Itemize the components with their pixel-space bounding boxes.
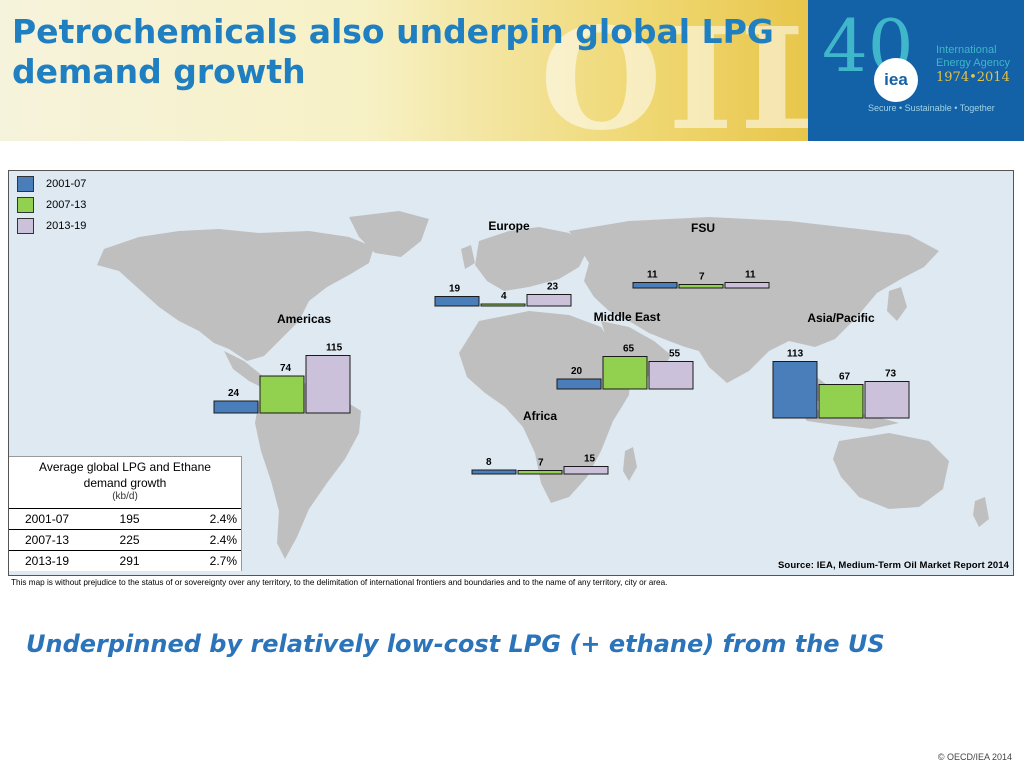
region-label-asia-pacific: Asia/Pacific (807, 311, 875, 325)
summary-title-line1: Average global LPG and Ethane (39, 460, 211, 474)
bar-asia-pacific-2013-19 (864, 381, 910, 419)
legend: 2001-07 2007-13 2013-19 (17, 173, 86, 236)
region-label-americas: Americas (277, 312, 331, 326)
bar-middle-east-2007-13 (602, 356, 648, 390)
bar-value-label: 115 (326, 343, 343, 354)
legend-swatch-2013-19 (17, 217, 34, 234)
iea-logo: 40 iea International Energy Agency 1974•… (808, 0, 1024, 141)
table-cell-growth: 2.4% (143, 529, 241, 551)
region-label-africa: Africa (523, 409, 557, 423)
table-cell-growth: 2.7% (143, 550, 241, 572)
bar-fsu-2007-13 (678, 284, 724, 289)
bar-group-africa: 8 7 15 Africa (471, 409, 609, 475)
bar-fsu-2001-07 (632, 282, 678, 289)
legend-swatch-2007-13 (17, 196, 34, 213)
map-disclaimer: This map is without prejudice to the sta… (11, 578, 668, 587)
slide-title: Petrochemicals also underpin global LPG … (12, 12, 774, 92)
bar-fsu-2013-19 (724, 282, 770, 289)
summary-unit: (kb/d) (112, 491, 138, 503)
bar-africa-2001-07 (471, 469, 517, 475)
legend-item-2001-07: 2001-07 (17, 173, 86, 194)
bar-value-label: 65 (623, 344, 635, 355)
logo-tagline: Secure • Sustainable • Together (868, 103, 995, 113)
summary-title-line2: demand growth (83, 476, 167, 491)
summary-table-panel: Average global LPG and Ethane demand gro… (9, 456, 242, 572)
logo-iea-badge: iea (874, 58, 918, 102)
bar-americas-2007-13 (259, 375, 305, 414)
source-note: Source: IEA, Medium-Term Oil Market Repo… (778, 560, 1009, 571)
table-cell-value: 195 (87, 508, 144, 530)
bar-group-americas: 24 74 115 Americas (213, 312, 351, 414)
legend-item-2013-19: 2013-19 (17, 215, 86, 236)
table-row: 2001-07 195 2.4% (9, 508, 241, 530)
logo-agency-line2: Energy Agency (936, 57, 1010, 70)
region-label-fsu: FSU (691, 221, 715, 235)
logo-years: 1974•2014 (936, 70, 1010, 85)
bar-asia-pacific-2001-07 (772, 361, 818, 419)
logo-agency-line1: International (936, 44, 997, 56)
bar-value-label: 67 (839, 372, 851, 383)
bar-europe-2007-13 (480, 303, 526, 307)
bar-value-label: 23 (547, 282, 559, 293)
summary-title: Average global LPG and Ethane demand gro… (9, 457, 241, 491)
bar-value-label: 20 (571, 366, 583, 377)
bar-americas-2001-07 (213, 400, 259, 414)
bar-europe-2001-07 (434, 296, 480, 307)
table-cell-value: 225 (87, 529, 144, 551)
bar-asia-pacific-2007-13 (818, 384, 864, 419)
table-cell-period: 2007-13 (9, 529, 88, 551)
map-canvas: 24 74 115 Americas 19 4 23 Europe 11 7 11 FSU 20 65 55… (97, 211, 989, 559)
region-label-europe: Europe (488, 219, 530, 233)
regional-bar-groups: 24 74 115 Americas 19 4 23 Europe 11 7 11 FSU 20 65 55… (213, 219, 910, 475)
bar-africa-2007-13 (517, 470, 563, 475)
table-cell-period: 2013-19 (9, 550, 88, 572)
bar-group-middle-east: 20 65 55 Middle East (556, 310, 694, 390)
table-row: 2007-13 225 2.4% (9, 529, 241, 551)
bar-value-label: 113 (787, 349, 804, 360)
bar-value-label: 7 (538, 458, 544, 469)
bar-value-label: 11 (745, 270, 756, 281)
bar-americas-2013-19 (305, 355, 351, 414)
table-cell-value: 291 (87, 550, 144, 572)
bar-value-label: 7 (699, 272, 705, 283)
bar-value-label: 73 (885, 369, 897, 380)
slide-subtitle: Underpinned by relatively low-cost LPG (… (26, 630, 885, 658)
legend-label-2013-19: 2013-19 (46, 219, 87, 232)
bar-group-europe: 19 4 23 Europe (434, 219, 572, 307)
bar-value-label: 15 (584, 454, 596, 465)
legend-label-2007-13: 2007-13 (46, 198, 87, 211)
legend-item-2007-13: 2007-13 (17, 194, 86, 215)
bar-group-fsu: 11 7 11 FSU (632, 221, 770, 289)
legend-label-2001-07: 2001-07 (46, 177, 87, 190)
table-cell-period: 2001-07 (9, 508, 88, 530)
oil-watermark: OIL (540, 0, 808, 141)
world-landmass (97, 211, 989, 559)
region-label-middle-east: Middle East (594, 310, 661, 324)
header-banner: OIL Petrochemicals also underpin global … (0, 0, 808, 141)
table-row: 2013-19 291 2.7% (9, 550, 241, 572)
copyright: © OECD/IEA 2014 (937, 752, 1012, 762)
bar-value-label: 74 (280, 363, 292, 374)
world-map-chart: 24 74 115 Americas 19 4 23 Europe 11 7 11 FSU 20 65 55… (8, 170, 1014, 576)
bar-group-asia-pacific: 113 67 73 Asia/Pacific (772, 311, 910, 419)
logo-agency-name: International Energy Agency (936, 44, 1010, 70)
legend-swatch-2001-07 (17, 175, 34, 192)
bar-value-label: 55 (669, 349, 681, 360)
bar-middle-east-2001-07 (556, 378, 602, 390)
bar-value-label: 19 (449, 284, 461, 295)
bar-europe-2013-19 (526, 294, 572, 307)
bar-middle-east-2013-19 (648, 361, 694, 390)
summary-table: 2001-07 195 2.4% 2007-13 225 2.4% 2013-1… (9, 508, 241, 572)
bar-value-label: 4 (501, 291, 507, 302)
bar-africa-2013-19 (563, 466, 609, 475)
bar-value-label: 24 (228, 388, 240, 399)
bar-value-label: 8 (486, 457, 492, 468)
table-cell-growth: 2.4% (143, 508, 241, 530)
bar-value-label: 11 (647, 270, 658, 281)
